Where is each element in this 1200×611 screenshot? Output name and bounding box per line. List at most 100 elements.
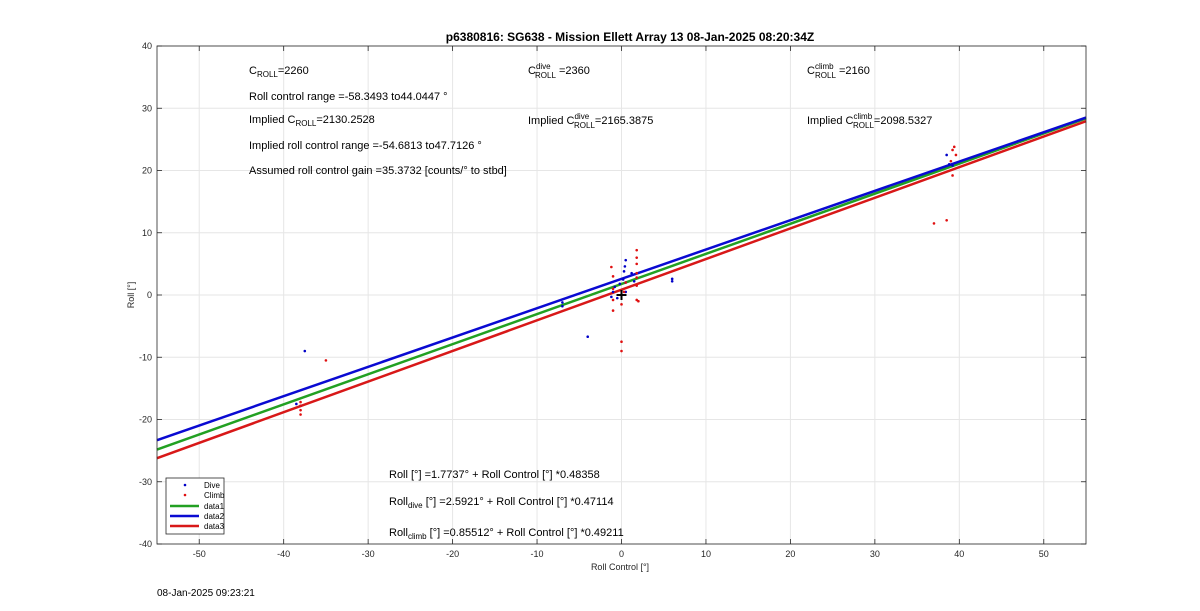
climb-point [299,413,302,416]
x-tick-label: -30 [362,549,375,559]
annotation-roll-range: Roll control range =-58.3493 to44.0447 ° [249,91,448,103]
climb-point [951,148,954,152]
legend-climb-marker [183,493,187,497]
dive-point [586,335,590,339]
y-tick-label: -40 [139,539,152,549]
climb-point [611,298,615,302]
dive-point [615,296,619,300]
dive-point [630,271,633,275]
climb-point [611,309,615,312]
x-tick-label: -50 [193,549,206,559]
climb-point [299,408,302,412]
x-tick-label: 0 [619,549,624,559]
y-tick-label: -10 [139,352,152,362]
y-axis-label: Roll [°] [126,282,136,309]
footer-timestamp: 08-Jan-2025 09:23:21 [157,588,255,599]
dive-point [303,349,307,353]
legend: Dive Climb data1 data2 data3 [165,477,225,535]
legend-data2: data2 [204,512,225,521]
x-tick-label: -20 [446,549,459,559]
x-axis-label: Roll Control [°] [591,562,649,572]
dive-point [945,153,948,157]
y-tick-label: 30 [142,103,152,113]
equation-climb: Rollclimb [°] =0.85512° + Roll Control [… [389,527,624,541]
annotation-implied-climb: Implied Cclimb ROLL=2098.5327 [807,112,932,130]
annotation-c-roll: CROLL=2260 [249,65,309,79]
climb-point [635,271,639,275]
annotation-c-roll-climb: Cclimb ROLL =2160 [807,62,870,80]
climb-point [949,159,953,163]
annotation-c-roll-dive: Cdive ROLL =2360 [528,62,590,80]
x-tick-label: 10 [701,549,711,559]
dive-point [623,265,627,268]
axes: -50 -40 -30 -20 -10 0 10 20 30 40 50 -40 -30 -20 -10 0 1… [139,41,1087,559]
climb-point [932,222,936,225]
fit-line-data3 [156,120,1087,460]
fit-lines [156,116,1087,460]
y-tick-label: 40 [142,41,152,51]
climb-point [620,349,623,353]
climb-point [611,287,615,291]
annotation-implied-c-roll: Implied CROLL=2130.2528 [249,114,375,128]
legend-climb: Climb [204,491,225,500]
y-tick-label: -20 [139,415,152,425]
equation-dive: Rolldive [°] =2.5921° + Roll Control [°]… [389,496,614,510]
climb-point [635,256,639,259]
climb-point [620,303,623,306]
y-tick-label: 10 [142,228,152,238]
climb-point [635,284,639,287]
dive-point [621,278,625,281]
x-tick-label: 20 [785,549,795,559]
dive-point [610,295,613,299]
dive-point [561,304,564,308]
climb-point [637,299,640,303]
climb-point [620,340,623,343]
climb-point [635,262,639,266]
legend-dive-marker [183,483,187,487]
dive-point [670,277,674,281]
climb-point [952,145,956,149]
fit-line-data2 [156,116,1087,442]
chart-title: p6380816: SG638 - Mission Ellett Array 1… [446,30,814,44]
dive-point [947,162,951,166]
y-tick-label: 0 [147,290,152,300]
climb-point [324,359,328,362]
annotation-implied-dive: Implied Cdive ROLL=2165.3875 [528,112,653,130]
climb-point [299,404,302,408]
dive-point [561,301,564,304]
climb-point [299,400,302,404]
data-points [295,145,958,416]
dive-point [670,280,674,283]
climb-point [610,265,613,269]
dive-point [951,164,954,167]
climb-point [622,290,626,294]
climb-point [624,281,628,284]
climb-point [954,153,958,157]
dive-point [624,258,628,262]
legend-dive: Dive [204,481,221,490]
y-tick-label: -30 [139,477,152,487]
dive-point [622,270,626,273]
dive-point [632,280,636,283]
equation-all: Roll [°] =1.7737° + Roll Control [°] *0.… [389,469,600,481]
dive-point [618,282,622,286]
x-tick-label: 50 [1039,549,1049,559]
climb-point [611,275,615,278]
legend-data1: data1 [204,502,225,511]
x-tick-label: 30 [870,549,880,559]
climb-point [635,276,639,279]
legend-data3: data3 [204,522,225,531]
dive-point [611,290,615,294]
x-tick-label: -40 [277,549,290,559]
x-tick-label: 40 [954,549,964,559]
annotation-gain: Assumed roll control gain =35.3732 [coun… [249,165,507,177]
climb-point [951,174,954,177]
y-tick-label: 20 [142,166,152,176]
dive-point [295,402,298,406]
x-tick-label: -10 [531,549,544,559]
fit-line-data1 [156,117,1087,451]
dive-point [613,285,617,289]
climb-point [635,248,639,252]
climb-point [945,219,948,222]
